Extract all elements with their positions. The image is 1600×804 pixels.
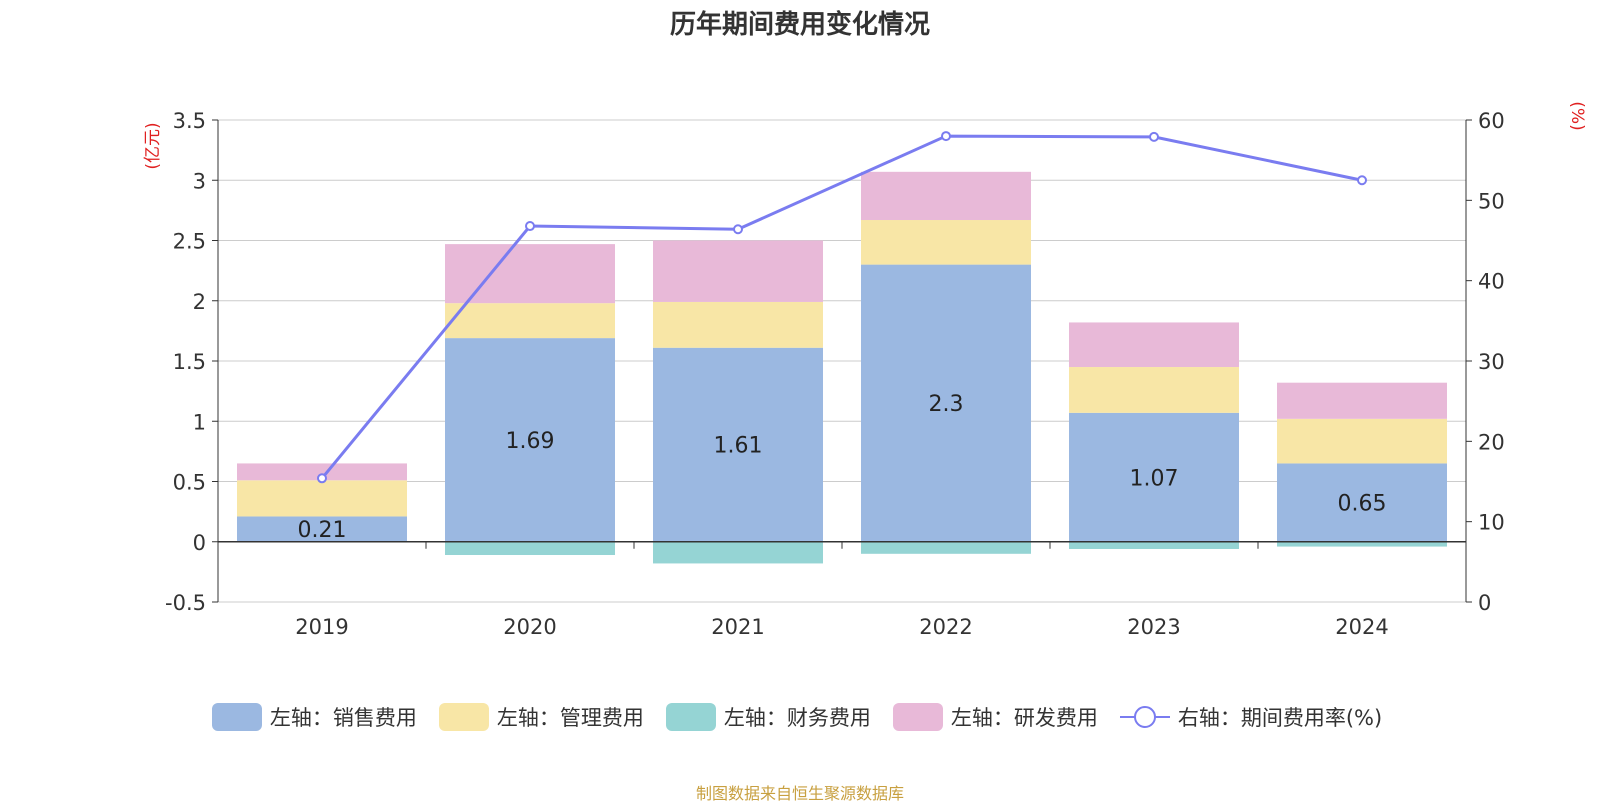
legend-item-rd[interactable]: 左轴：研发费用 [892, 702, 1098, 732]
right-axis-unit: (%) [1567, 101, 1587, 130]
category-label: 2020 [503, 615, 556, 639]
chart-title: 历年期间费用变化情况 [669, 10, 930, 40]
bar-rd [445, 244, 615, 304]
left-tick-label: 1 [193, 410, 206, 434]
right-tick-label: 20 [1478, 430, 1505, 454]
bar-finance [653, 541, 823, 564]
right-tick-label: 50 [1478, 189, 1505, 213]
bar-sales [653, 347, 823, 542]
rate-line-layer [317, 131, 1367, 484]
rate-point [1357, 175, 1367, 186]
left-tick-label: 2.5 [173, 230, 206, 254]
legend-item-finance[interactable]: 左轴：财务费用 [665, 702, 871, 732]
category-label: 2024 [1335, 615, 1388, 639]
bar-finance [445, 541, 615, 556]
bar-rd [1277, 382, 1447, 419]
data-label-layer: 0.21 1.69 1.61 2.3 1.07 0.65 [298, 392, 1387, 543]
rate-point [733, 224, 743, 235]
legend-swatch [211, 703, 262, 731]
right-tick-label: 0 [1478, 591, 1491, 615]
bar-rd [861, 171, 1031, 221]
category-label: 2022 [919, 615, 972, 639]
bar-finance [1069, 541, 1239, 549]
left-tick-label: 0.5 [173, 471, 206, 495]
sales-data-label: 0.65 [1338, 492, 1387, 517]
legend-label: 左轴：研发费用 [950, 706, 1098, 730]
bar-rd [1069, 322, 1239, 368]
bar-admin [1069, 367, 1239, 413]
bar-sales [1277, 463, 1447, 542]
bar-admin [445, 303, 615, 339]
left-tick-label: 3.5 [173, 109, 206, 133]
rate-point [1149, 131, 1159, 142]
left-tick-label: -0.5 [165, 591, 206, 615]
rate-point [941, 131, 951, 142]
legend-label: 左轴：财务费用 [723, 706, 871, 730]
bar-sales [237, 516, 407, 542]
right-tick-label: 60 [1478, 109, 1505, 133]
category-label: 2019 [295, 615, 348, 639]
right-tick-label: 30 [1478, 350, 1505, 374]
bar-layer [237, 171, 1447, 564]
bar-sales [445, 338, 615, 542]
left-tick-label: 0 [193, 531, 206, 555]
left-tick-label: 1.5 [173, 350, 206, 374]
rate-point [317, 473, 327, 484]
category-label: 2023 [1127, 615, 1180, 639]
category-label: 2021 [711, 615, 764, 639]
right-tick-label: 10 [1478, 511, 1505, 535]
legend-label: 左轴：销售费用 [269, 706, 417, 730]
left-tick-label: 2 [193, 290, 206, 314]
sales-data-label: 0.21 [298, 518, 347, 543]
bar-admin [861, 220, 1031, 265]
legend-label: 右轴：期间费用率(%) [1177, 706, 1383, 730]
rate-line [320, 134, 1363, 480]
sales-data-label: 2.3 [929, 392, 964, 417]
legend-swatch [438, 703, 489, 731]
sales-data-label: 1.61 [714, 434, 763, 459]
bar-admin [1277, 418, 1447, 464]
right-tick-label: 40 [1478, 270, 1505, 294]
legend-swatch [665, 703, 716, 731]
bar-rd [653, 240, 823, 302]
legend-label: 左轴：管理费用 [496, 706, 644, 730]
grid-layer [218, 119, 1466, 603]
legend-line-marker [1119, 706, 1170, 728]
bar-sales [1069, 412, 1239, 542]
bar-rd [237, 463, 407, 481]
sales-data-label: 1.07 [1130, 466, 1179, 491]
bar-sales [861, 264, 1031, 542]
legend-item-sales[interactable]: 左轴：销售费用 [211, 702, 417, 732]
legend: 左轴：销售费用 左轴：管理费用 左轴：财务费用 左轴：研发费用 右轴：期间费用率(%) [0, 702, 1600, 732]
legend-item-admin[interactable]: 左轴：管理费用 [438, 702, 644, 732]
left-axis-unit: (亿元) [143, 122, 163, 169]
bar-finance [1277, 541, 1447, 547]
legend-item-rate[interactable]: 右轴：期间费用率(%) [1119, 702, 1383, 732]
rate-point [525, 221, 535, 232]
bar-admin [653, 301, 823, 348]
sales-data-label: 1.69 [506, 429, 555, 454]
legend-swatch [892, 703, 943, 731]
source-note: 制图数据来自恒生聚源数据库 [695, 784, 904, 803]
axis-layer: -0.5 0 0.5 1 1.5 2 2.5 3 3.5 0 10 20 30 40 50 60 (亿元) (%)… [143, 101, 1587, 639]
bar-admin [237, 480, 407, 517]
bar-finance [861, 541, 1031, 554]
left-tick-label: 3 [193, 169, 206, 193]
